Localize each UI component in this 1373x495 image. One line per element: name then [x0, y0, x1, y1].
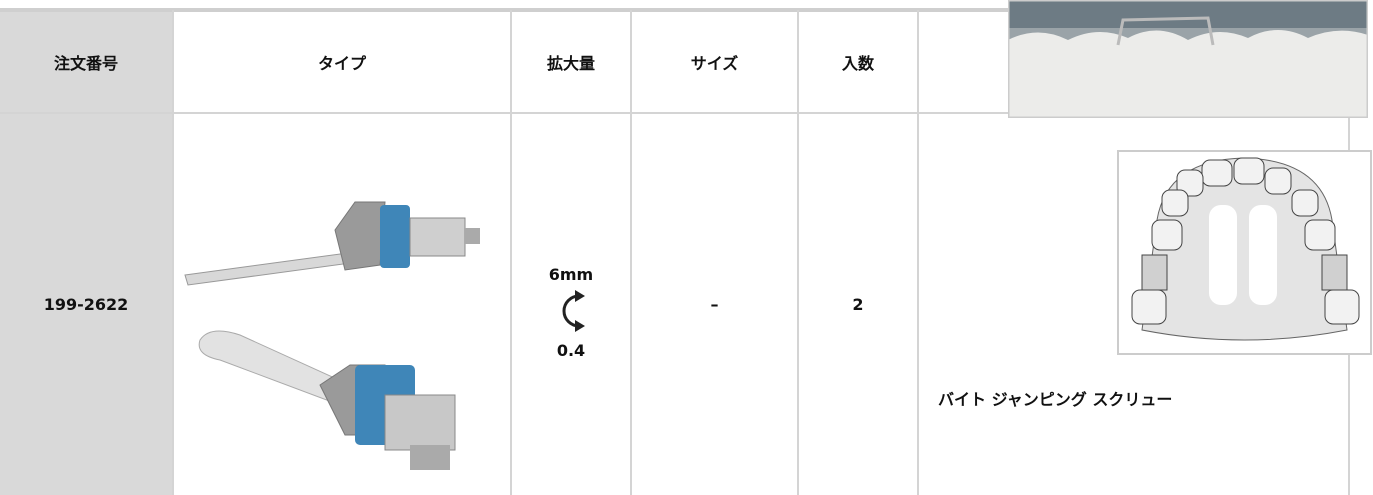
header-cell: 拡大量 [546, 54, 595, 73]
product-name: バイト ジャンピング スクリュー [938, 390, 1173, 409]
header-cell: 入数 [841, 54, 874, 73]
order-number: 199-2622 [43, 295, 129, 314]
column-divider [797, 10, 799, 495]
header-cell: タイプ [317, 54, 366, 73]
header-cell: 注文番号 [53, 54, 118, 73]
column-divider [630, 10, 632, 495]
expansion-top: 6mm [548, 264, 594, 284]
column-divider [172, 10, 174, 495]
first-column-bg [0, 10, 172, 495]
column-divider [917, 10, 919, 495]
expansion-bottom: 0.4 [556, 340, 586, 360]
top-border [0, 8, 1010, 12]
quantity: 2 [852, 294, 864, 314]
size: – [710, 294, 719, 314]
rotation-icon [562, 290, 585, 332]
product-image [184, 201, 480, 470]
diagram [1117, 150, 1372, 355]
column-divider [510, 10, 512, 495]
photo [1008, 0, 1368, 118]
row-divider [0, 112, 1350, 114]
header-cell: サイズ [690, 54, 739, 73]
